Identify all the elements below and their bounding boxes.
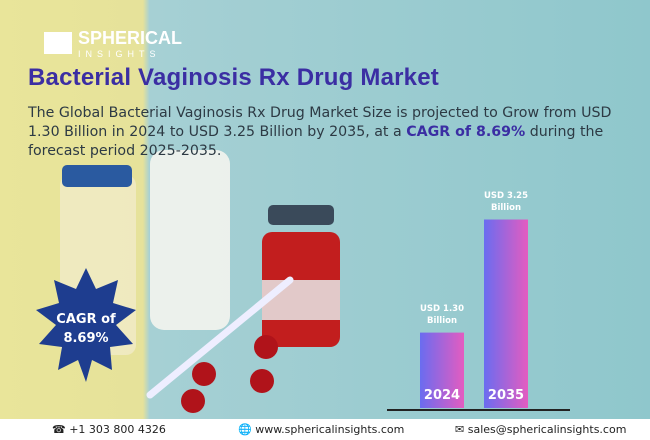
title: Bacterial Vaginosis Rx Drug Market	[28, 64, 439, 91]
logo: SPHERICAL INSIGHTS	[78, 28, 183, 62]
description-text: The Global Bacterial Vaginosis Rx Drug M…	[28, 105, 612, 140]
badge: CAGR of 8.69%	[36, 310, 136, 348]
website-text: www.sphericalinsights.com	[255, 423, 405, 436]
badge-text: CAGR of	[56, 312, 116, 327]
phone-text: +1 303 800 4326	[69, 423, 166, 436]
description: The Global Bacterial Vaginosis Rx Drug M…	[28, 104, 628, 161]
footer: ☎ +1 303 800 4326 🌐 www.sphericalinsight…	[0, 419, 650, 440]
logo-text: SPHERICAL	[78, 28, 183, 48]
website: 🌐 www.sphericalinsights.com	[238, 423, 405, 436]
x-tick-label: 2024	[423, 388, 461, 403]
email: ✉ sales@sphericalinsights.com	[455, 423, 627, 436]
bar	[484, 219, 528, 408]
description-highlight: CAGR of 8.69%	[406, 124, 526, 140]
value-label: USD 1.30 Billion	[419, 303, 464, 326]
phone: ☎ +1 303 800 4326	[52, 423, 166, 436]
description-text: during the forecast period 2025-2035.	[28, 124, 604, 159]
logo-subtext: INSIGHTS	[78, 49, 161, 59]
x-tick-label: 2035	[487, 388, 525, 403]
badge-text: 8.69%	[63, 331, 109, 346]
bar	[420, 332, 464, 408]
value-label: USD 3.25 Billion	[483, 190, 528, 213]
email-text: sales@sphericalinsights.com	[467, 423, 627, 436]
